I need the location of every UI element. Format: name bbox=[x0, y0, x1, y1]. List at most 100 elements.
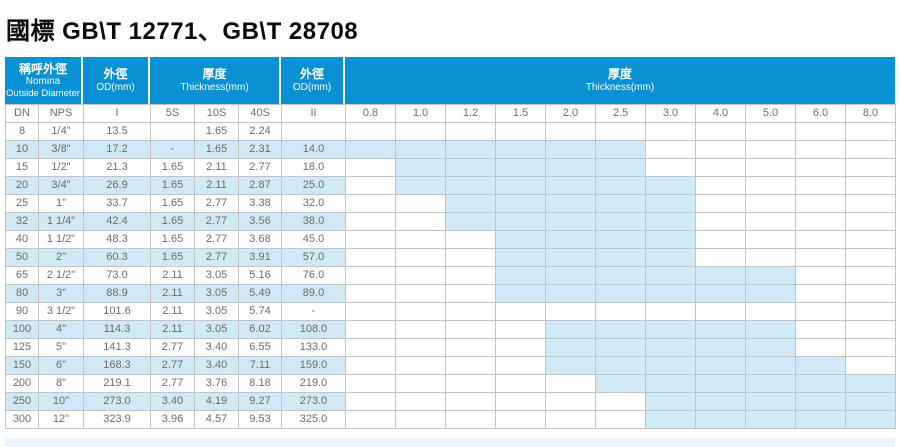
thickness-range-cell bbox=[395, 410, 446, 429]
table-cell: 100 bbox=[5, 320, 39, 339]
table-cell: 3.05 bbox=[194, 266, 239, 285]
column-header-10s: 10S bbox=[194, 104, 239, 123]
table-cell: 3.05 bbox=[194, 302, 239, 321]
table-row: 50 2" 60.3 1.65 2.77 3.91 57.0 bbox=[5, 248, 896, 267]
table-cell: 3/4" bbox=[38, 176, 84, 195]
thickness-range-cell bbox=[645, 302, 696, 321]
table-cell: 3.40 bbox=[150, 392, 195, 411]
thickness-range-cell bbox=[845, 212, 896, 231]
column-header-nps: NPS bbox=[38, 104, 84, 123]
thickness-range-cell bbox=[345, 320, 396, 339]
table-cell: 219.1 bbox=[83, 374, 151, 393]
thickness-range-cell bbox=[795, 338, 846, 357]
thickness-range-cell bbox=[445, 320, 496, 339]
table-cell: 9.53 bbox=[238, 410, 282, 429]
column-header-thickness: 0.8 bbox=[345, 104, 396, 123]
thickness-range-cell bbox=[695, 392, 746, 411]
thickness-range-cell bbox=[595, 122, 646, 141]
thickness-range-cell bbox=[845, 392, 896, 411]
thickness-range-cell bbox=[795, 410, 846, 429]
table-row: 32 1 1/4" 42.4 1.65 2.77 3.56 38.0 bbox=[5, 212, 896, 231]
thickness-range-cell bbox=[545, 338, 596, 357]
table-cell: 133.0 bbox=[281, 338, 346, 357]
thickness-range-cell bbox=[695, 302, 746, 321]
table-cell: 114.3 bbox=[83, 320, 151, 339]
thickness-range-cell bbox=[645, 194, 696, 213]
header-group-od-series1: 外徑 OD(mm) bbox=[83, 57, 150, 104]
table-cell: 273.0 bbox=[83, 392, 151, 411]
table-cell: 325.0 bbox=[281, 410, 346, 429]
table-row: 300 12" 323.9 3.96 4.57 9.53 325.0 bbox=[5, 410, 896, 429]
thickness-range-cell bbox=[695, 140, 746, 159]
thickness-range-cell bbox=[745, 140, 796, 159]
thickness-range-cell bbox=[495, 212, 546, 231]
thickness-range-cell bbox=[495, 320, 546, 339]
thickness-range-cell bbox=[395, 356, 446, 375]
thickness-range-cell bbox=[845, 338, 896, 357]
thickness-range-cell bbox=[645, 158, 696, 177]
thickness-range-cell bbox=[645, 176, 696, 195]
header-en-label: OD(mm) bbox=[96, 81, 135, 93]
table-row: 250 10" 273.0 3.40 4.19 9.27 273.0 bbox=[5, 392, 896, 411]
thickness-range-cell bbox=[595, 266, 646, 285]
thickness-range-cell bbox=[395, 230, 446, 249]
table-row: 40 1 1/2" 48.3 1.65 2.77 3.68 45.0 bbox=[5, 230, 896, 249]
thickness-range-cell bbox=[395, 338, 446, 357]
spec-table-wrap: 稱呼外徑 Nomina Outside Diameter 外徑 OD(mm) 厚… bbox=[5, 57, 896, 429]
thickness-range-cell bbox=[595, 356, 646, 375]
table-cell: 8" bbox=[38, 374, 84, 393]
table-cell: 76.0 bbox=[281, 266, 346, 285]
thickness-range-cell bbox=[345, 158, 396, 177]
thickness-range-cell bbox=[395, 248, 446, 267]
thickness-range-cell bbox=[545, 320, 596, 339]
thickness-range-cell bbox=[595, 212, 646, 231]
thickness-range-cell bbox=[695, 158, 746, 177]
table-cell: 1.65 bbox=[194, 140, 239, 159]
table-cell: 1.65 bbox=[150, 212, 195, 231]
header-group-nominal-outside-diameter: 稱呼外徑 Nomina Outside Diameter bbox=[5, 57, 83, 104]
header-en-label: Thickness(mm) bbox=[180, 81, 249, 93]
thickness-range-cell bbox=[795, 194, 846, 213]
table-cell: 6" bbox=[38, 356, 84, 375]
table-row: 200 8" 219.1 2.77 3.76 8.18 219.0 bbox=[5, 374, 896, 393]
thickness-range-cell bbox=[595, 320, 646, 339]
thickness-range-cell bbox=[545, 176, 596, 195]
table-cell bbox=[150, 122, 195, 141]
thickness-range-cell bbox=[395, 302, 446, 321]
thickness-range-cell bbox=[495, 374, 546, 393]
header-zh-label: 外徑 bbox=[103, 67, 128, 82]
table-cell: 2.11 bbox=[150, 320, 195, 339]
thickness-range-cell bbox=[345, 266, 396, 285]
table-row: 125 5" 141.3 2.77 3.40 6.55 133.0 bbox=[5, 338, 896, 357]
column-header-thickness: 6.0 bbox=[795, 104, 846, 123]
thickness-range-cell bbox=[745, 230, 796, 249]
header-zh-label: 厚度 bbox=[202, 67, 227, 82]
column-header-series2: II bbox=[281, 104, 346, 123]
thickness-range-cell bbox=[495, 410, 546, 429]
table-cell: 1.65 bbox=[150, 194, 195, 213]
header-en-label: Outside Diameter bbox=[6, 88, 80, 99]
table-cell: 2.77 bbox=[194, 194, 239, 213]
thickness-range-cell bbox=[495, 194, 546, 213]
thickness-range-cell bbox=[795, 302, 846, 321]
table-cell: 3.96 bbox=[150, 410, 195, 429]
thickness-range-cell bbox=[395, 212, 446, 231]
thickness-range-cell bbox=[695, 410, 746, 429]
thickness-range-cell bbox=[545, 284, 596, 303]
thickness-range-cell bbox=[495, 302, 546, 321]
thickness-range-cell bbox=[495, 356, 546, 375]
table-cell: 9.27 bbox=[238, 392, 282, 411]
thickness-range-cell bbox=[595, 248, 646, 267]
thickness-range-cell bbox=[645, 410, 696, 429]
thickness-range-cell bbox=[845, 230, 896, 249]
thickness-range-cell bbox=[795, 284, 846, 303]
thickness-range-cell bbox=[495, 176, 546, 195]
thickness-range-cell bbox=[545, 212, 596, 231]
thickness-range-cell bbox=[645, 230, 696, 249]
thickness-range-cell bbox=[745, 320, 796, 339]
thickness-range-cell bbox=[795, 374, 846, 393]
thickness-range-cell bbox=[395, 176, 446, 195]
table-cell: 150 bbox=[5, 356, 39, 375]
table-cell: 42.4 bbox=[83, 212, 151, 231]
table-cell: 38.0 bbox=[281, 212, 346, 231]
